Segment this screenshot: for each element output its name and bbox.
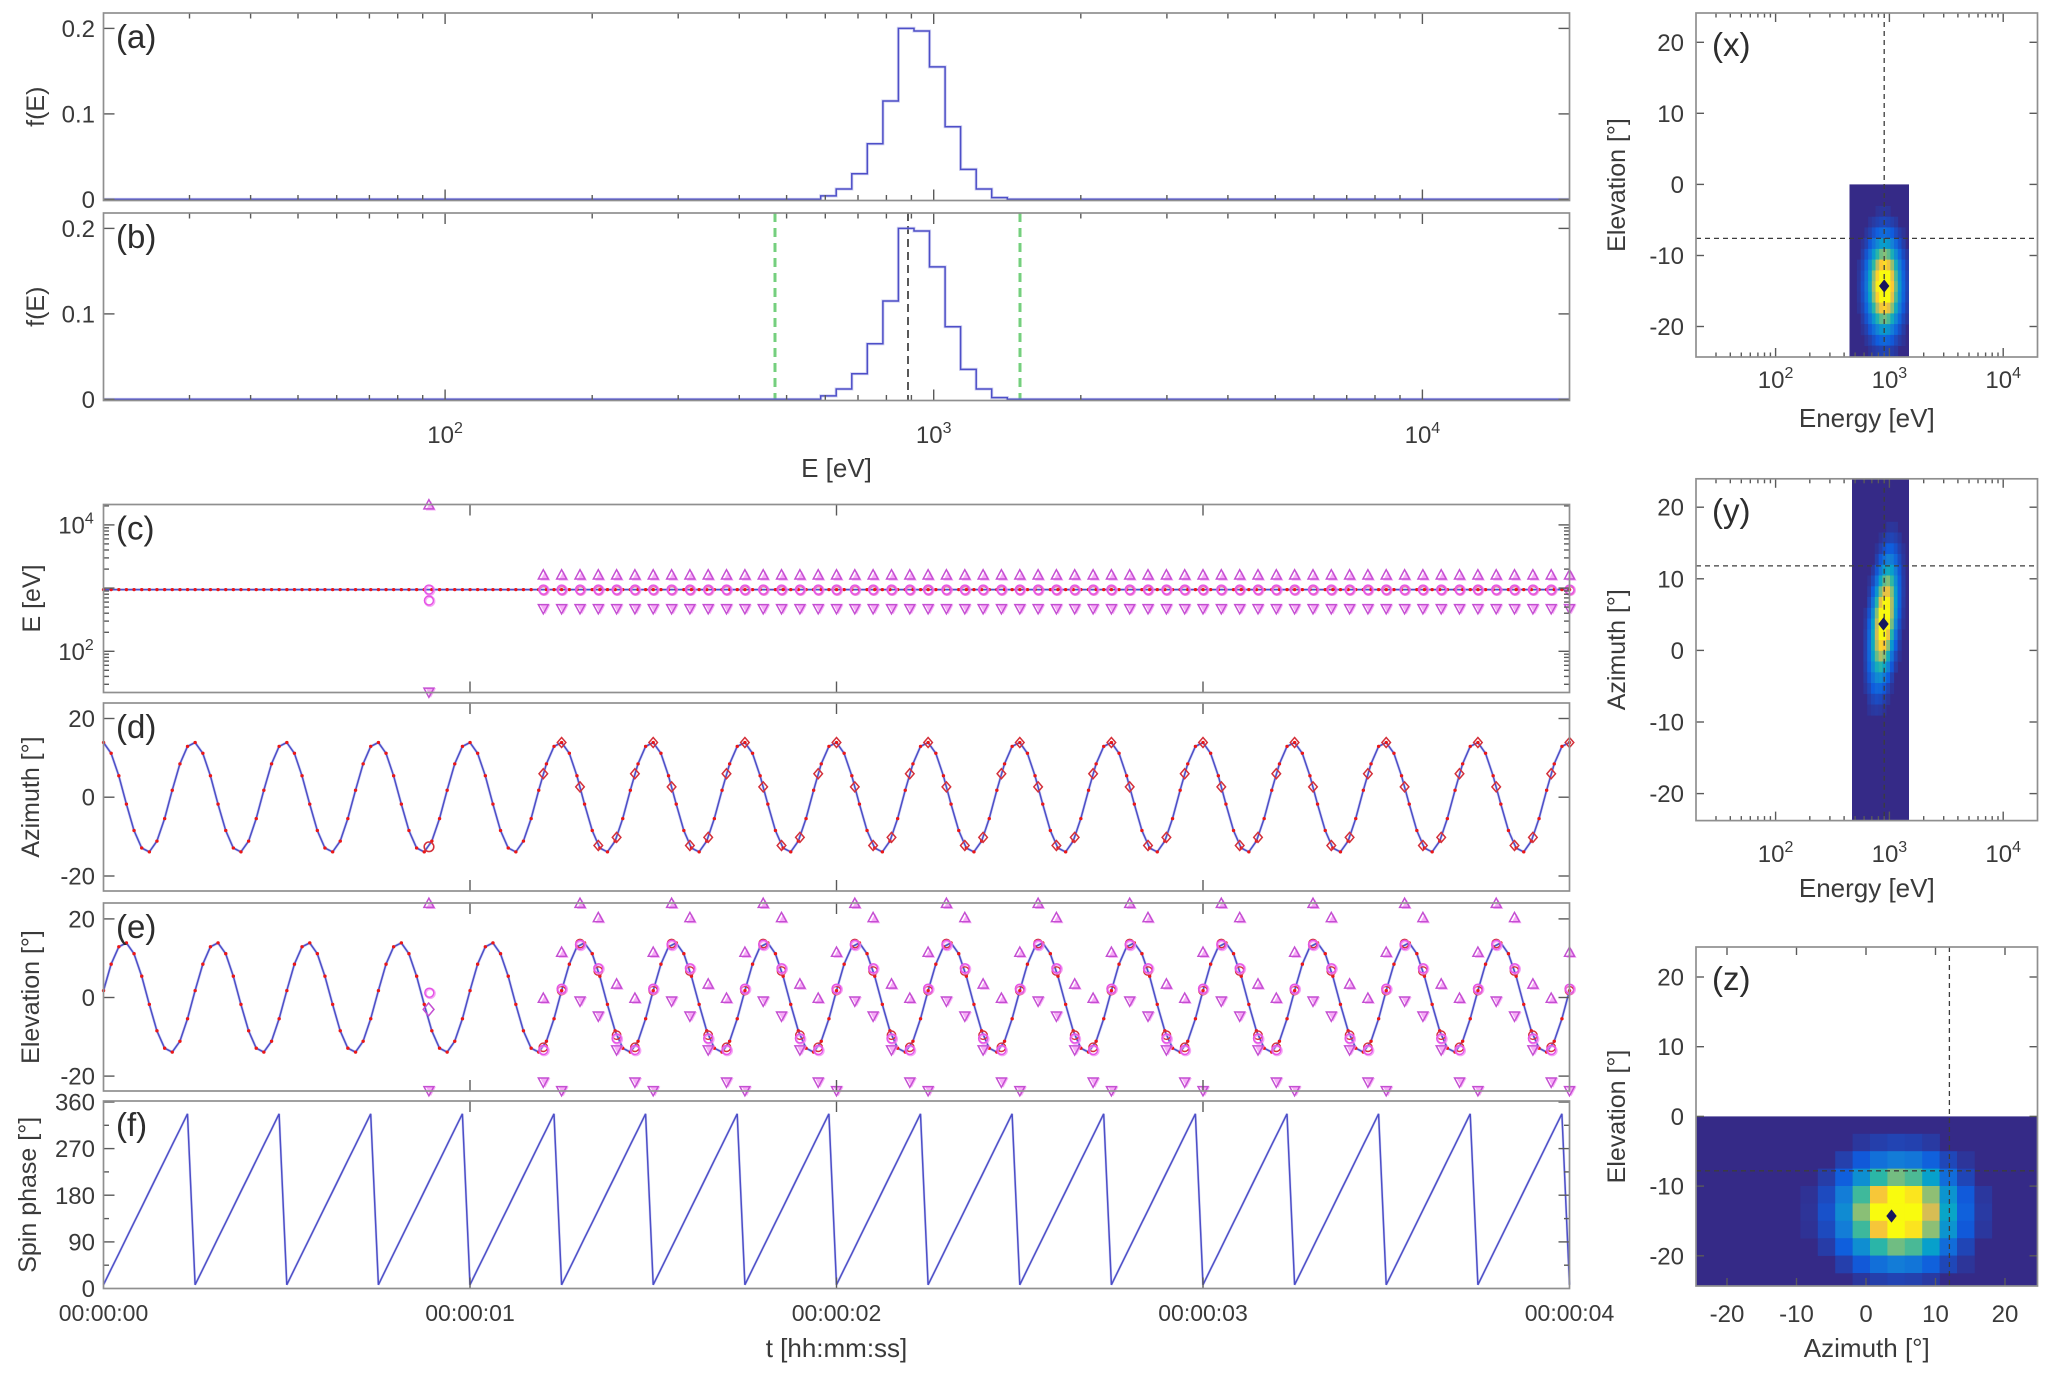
svg-text:0: 0 xyxy=(82,387,95,414)
svg-text:-20: -20 xyxy=(1649,1243,1684,1270)
svg-text:00:00:02: 00:00:02 xyxy=(792,1300,882,1326)
svg-text:f(E): f(E) xyxy=(22,287,50,327)
svg-text:104: 104 xyxy=(1985,839,2021,868)
svg-text:(e): (e) xyxy=(116,908,156,945)
svg-text:Elevation [°]: Elevation [°] xyxy=(1603,118,1631,252)
svg-text:-20: -20 xyxy=(1710,1301,1745,1328)
svg-text:0.2: 0.2 xyxy=(62,16,95,43)
svg-text:0: 0 xyxy=(82,785,95,812)
svg-text:-10: -10 xyxy=(1649,243,1684,270)
svg-text:(c): (c) xyxy=(116,510,154,547)
svg-text:Elevation [°]: Elevation [°] xyxy=(17,930,45,1064)
svg-text:0: 0 xyxy=(1671,1104,1684,1131)
svg-text:Elevation [°]: Elevation [°] xyxy=(1603,1050,1631,1184)
svg-text:270: 270 xyxy=(55,1136,95,1163)
svg-text:180: 180 xyxy=(55,1183,95,1210)
svg-text:104: 104 xyxy=(1985,365,2021,394)
svg-text:Energy [eV]: Energy [eV] xyxy=(1799,403,1935,433)
svg-text:0: 0 xyxy=(82,187,95,214)
svg-text:20: 20 xyxy=(68,906,95,933)
svg-text:0: 0 xyxy=(82,985,95,1012)
svg-text:t [hh:mm:ss]: t [hh:mm:ss] xyxy=(766,1333,908,1363)
svg-text:-10: -10 xyxy=(1649,1174,1684,1201)
svg-text:00:00:04: 00:00:04 xyxy=(1525,1300,1615,1326)
svg-text:(f): (f) xyxy=(116,1106,147,1143)
svg-text:E [eV]: E [eV] xyxy=(18,564,46,632)
svg-text:20: 20 xyxy=(1657,495,1684,522)
svg-text:-20: -20 xyxy=(1649,781,1684,808)
svg-text:0: 0 xyxy=(1859,1301,1872,1328)
svg-text:-20: -20 xyxy=(1649,314,1684,341)
svg-text:0: 0 xyxy=(1671,172,1684,199)
svg-text:Azimuth [°]: Azimuth [°] xyxy=(1603,589,1631,710)
svg-text:E [eV]: E [eV] xyxy=(801,453,872,483)
svg-text:10: 10 xyxy=(1657,566,1684,593)
svg-text:20: 20 xyxy=(1992,1301,2019,1328)
svg-text:(a): (a) xyxy=(116,18,156,55)
svg-text:0.1: 0.1 xyxy=(62,101,95,128)
svg-text:Azimuth [°]: Azimuth [°] xyxy=(1804,1333,1930,1363)
svg-text:-20: -20 xyxy=(60,864,95,891)
svg-text:(z): (z) xyxy=(1712,960,1750,997)
svg-text:20: 20 xyxy=(1657,30,1684,57)
svg-text:20: 20 xyxy=(68,706,95,733)
svg-text:(x): (x) xyxy=(1712,26,1750,63)
svg-text:-10: -10 xyxy=(1779,1301,1814,1328)
svg-text:0: 0 xyxy=(82,1276,95,1303)
svg-text:(y): (y) xyxy=(1712,492,1750,529)
svg-text:Azimuth [°]: Azimuth [°] xyxy=(17,736,45,857)
svg-text:Energy [eV]: Energy [eV] xyxy=(1799,873,1935,903)
svg-text:10: 10 xyxy=(1657,101,1684,128)
svg-text:00:00:03: 00:00:03 xyxy=(1158,1300,1248,1326)
svg-text:10: 10 xyxy=(1922,1301,1949,1328)
svg-text:0.1: 0.1 xyxy=(62,301,95,328)
svg-text:90: 90 xyxy=(68,1229,95,1256)
svg-text:10: 10 xyxy=(1657,1034,1684,1061)
svg-text:-20: -20 xyxy=(60,1064,95,1091)
svg-text:-10: -10 xyxy=(1649,710,1684,737)
svg-text:f(E): f(E) xyxy=(22,87,50,127)
svg-text:0: 0 xyxy=(1671,638,1684,665)
svg-text:(d): (d) xyxy=(116,708,156,745)
svg-text:20: 20 xyxy=(1657,965,1684,992)
svg-text:Spin phase [°]: Spin phase [°] xyxy=(14,1117,42,1273)
svg-text:00:00:00: 00:00:00 xyxy=(59,1300,149,1326)
svg-text:360: 360 xyxy=(55,1090,95,1117)
svg-text:00:00:01: 00:00:01 xyxy=(425,1300,515,1326)
svg-text:0.2: 0.2 xyxy=(62,216,95,243)
svg-text:(b): (b) xyxy=(116,218,156,255)
